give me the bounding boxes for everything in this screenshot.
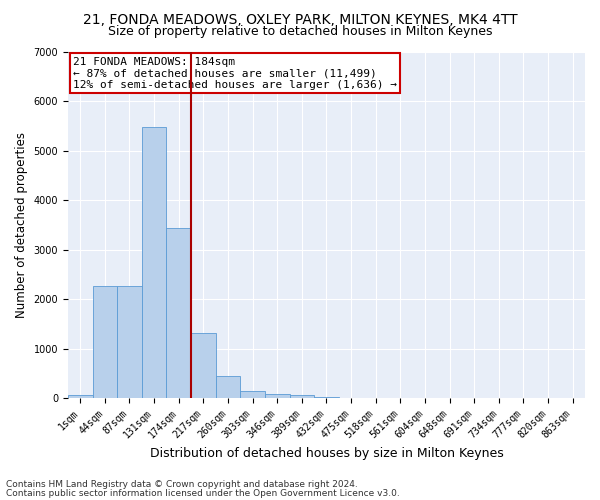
Y-axis label: Number of detached properties: Number of detached properties [15, 132, 28, 318]
Bar [314, 397, 339, 398]
Text: 21, FONDA MEADOWS, OXLEY PARK, MILTON KEYNES, MK4 4TT: 21, FONDA MEADOWS, OXLEY PARK, MILTON KE… [83, 12, 517, 26]
Bar [68, 394, 92, 398]
Bar [215, 376, 240, 398]
Bar [92, 286, 117, 399]
Bar [142, 128, 166, 398]
X-axis label: Distribution of detached houses by size in Milton Keynes: Distribution of detached houses by size … [149, 447, 503, 460]
Text: Contains public sector information licensed under the Open Government Licence v3: Contains public sector information licen… [6, 488, 400, 498]
Bar [166, 228, 191, 398]
Bar [240, 390, 265, 398]
Text: 21 FONDA MEADOWS: 184sqm
← 87% of detached houses are smaller (11,499)
12% of se: 21 FONDA MEADOWS: 184sqm ← 87% of detach… [73, 56, 397, 90]
Bar [191, 334, 215, 398]
Bar [265, 394, 290, 398]
Bar [117, 286, 142, 399]
Text: Contains HM Land Registry data © Crown copyright and database right 2024.: Contains HM Land Registry data © Crown c… [6, 480, 358, 489]
Bar [290, 396, 314, 398]
Text: Size of property relative to detached houses in Milton Keynes: Size of property relative to detached ho… [108, 25, 492, 38]
